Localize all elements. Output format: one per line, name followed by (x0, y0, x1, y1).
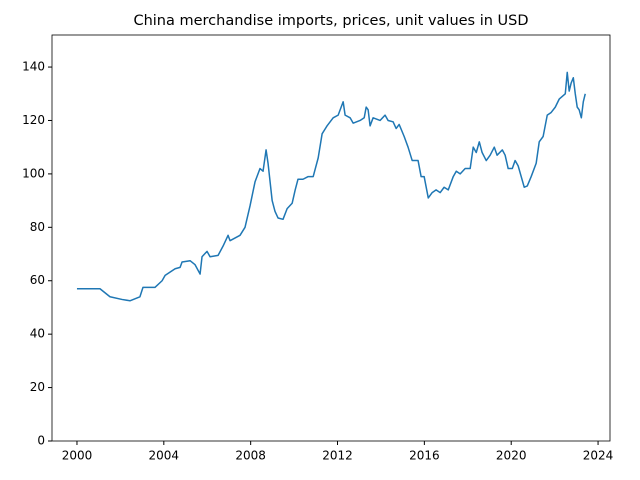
y-tick-label: 140 (22, 60, 45, 74)
x-tick-label: 2020 (496, 449, 527, 463)
y-tick-label: 60 (30, 273, 45, 287)
axes-frame (51, 34, 611, 442)
x-tick-label: 2000 (62, 449, 93, 463)
y-tick-label: 80 (30, 220, 45, 234)
x-tick-label: 2016 (409, 449, 440, 463)
y-tick-label: 20 (30, 380, 45, 394)
chart-title: China merchandise imports, prices, unit … (133, 13, 528, 29)
y-tick-label: 0 (37, 434, 45, 448)
line-series (76, 71, 586, 302)
y-tick-label: 120 (22, 113, 45, 127)
x-tick-label: 2004 (149, 449, 180, 463)
x-tick-label: 2012 (322, 449, 353, 463)
x-tick-label: 2008 (235, 449, 266, 463)
x-tick-label: 2024 (583, 449, 614, 463)
y-tick-label: 40 (30, 327, 45, 341)
y-tick-label: 100 (22, 166, 45, 180)
